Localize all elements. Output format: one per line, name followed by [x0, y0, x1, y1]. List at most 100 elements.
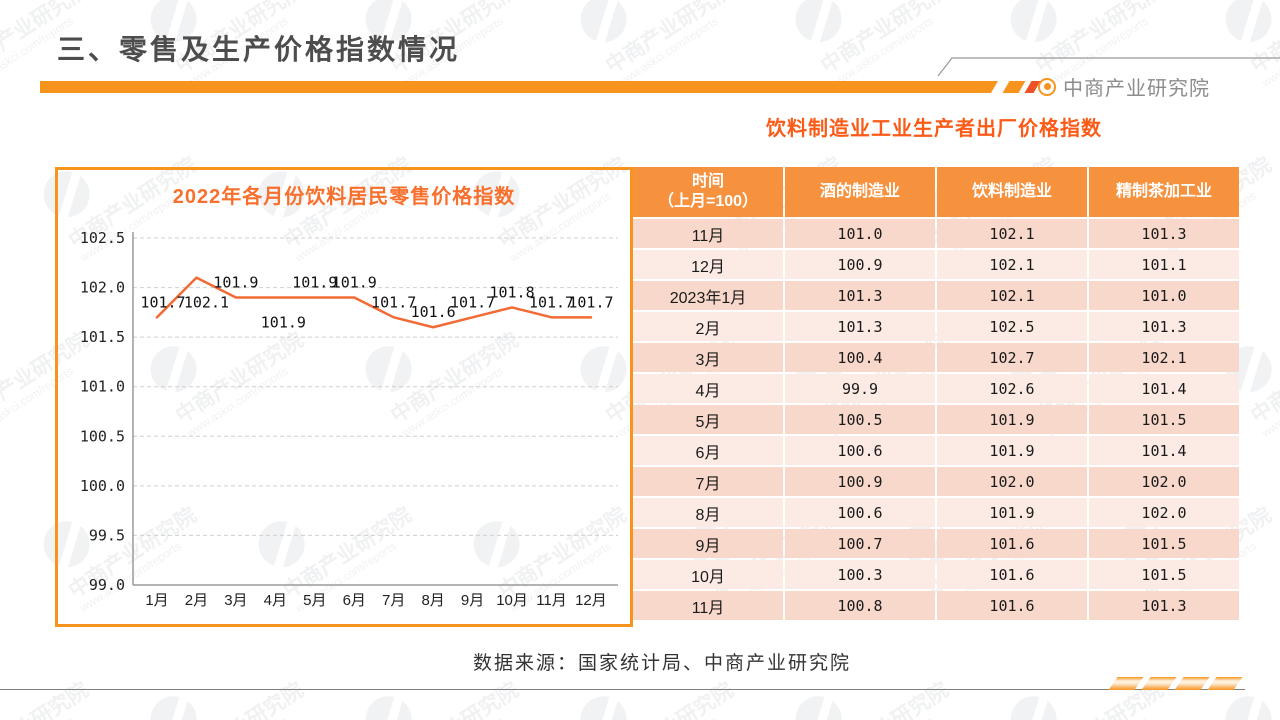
table-value-cell: 101.3 [785, 281, 935, 310]
table-value-cell: 101.5 [1089, 529, 1239, 558]
watermark-text: 中商产业研究院 [1244, 674, 1280, 720]
table-value-cell: 101.3 [785, 312, 935, 341]
table-time-cell: 11月 [633, 219, 783, 248]
target-circle-icon [1038, 77, 1056, 96]
x-axis-tick-label: 4月 [264, 592, 287, 609]
data-source-note: 数据来源：国家统计局、中商产业研究院 [472, 653, 851, 674]
table-time-cell: 6月 [633, 436, 783, 465]
watermark-url: www.askci.com/reports [615, 699, 745, 720]
table-time-cell: 7月 [633, 467, 783, 496]
watermark-logo-icon [1001, 0, 1066, 52]
x-axis-tick-label: 2月 [185, 592, 208, 609]
data-label: 101.9 [261, 313, 306, 331]
table-value-cell: 100.6 [785, 436, 935, 465]
data-label: 101.7 [450, 293, 495, 311]
producer-price-table: 时间 （上月=100） 酒的制造业 饮料制造业 精制茶加工业 11月 101.0 102.1 1… [633, 167, 1239, 620]
table-value-cell: 101.6 [937, 560, 1087, 589]
table-time-cell: 8月 [633, 498, 783, 527]
y-axis-tick-label: 102.0 [80, 279, 125, 297]
data-label: 101.7 [140, 293, 185, 311]
watermark-url: www.askci.com/reports [1045, 699, 1175, 720]
table-value-cell: 101.5 [1089, 405, 1239, 434]
chart-title: 2022年各月份饮料居民零售价格指数 [172, 186, 516, 208]
watermark-url: www.askci.com/reports [0, 699, 100, 720]
table-value-cell: 102.1 [1089, 343, 1239, 372]
table-value-cell: 102.1 [937, 219, 1087, 248]
watermark-logo-icon [786, 0, 851, 52]
watermark-text: 中商产业研究院 [814, 674, 954, 720]
data-label: 101.6 [411, 303, 456, 321]
watermark-logo-icon [141, 687, 206, 720]
table-value-cell: 102.7 [937, 343, 1087, 372]
table-value-cell: 101.6 [937, 591, 1087, 620]
table-value-cell: 101.0 [785, 219, 935, 248]
data-label: 101.9 [332, 273, 377, 291]
data-label: 101.7 [529, 293, 574, 311]
table-value-cell: 102.0 [1089, 498, 1239, 527]
x-axis-tick-label: 11月 [536, 592, 567, 609]
watermark-logo-icon [571, 687, 636, 720]
y-axis-tick-label: 100.0 [80, 477, 125, 495]
data-label: 101.8 [489, 283, 534, 301]
table-value-cell: 101.5 [1089, 560, 1239, 589]
table-value-cell: 100.5 [785, 405, 935, 434]
table-header-cell: 时间 （上月=100） [633, 167, 783, 217]
x-axis-tick-label: 3月 [224, 592, 247, 609]
table-time-cell: 2月 [633, 312, 783, 341]
watermark-text: 中商产业研究院 [599, 674, 739, 720]
table-value-cell: 101.4 [1089, 436, 1239, 465]
table-time-cell: 11月 [633, 591, 783, 620]
table-value-cell: 101.1 [1089, 250, 1239, 279]
retail-price-chart-panel: 102.5 102.0 101.5 101.0 100.5 100.0 99.5 99.0 1月… [55, 167, 633, 627]
watermark-logo-icon [786, 687, 851, 720]
y-axis-tick-label: 99.0 [89, 576, 125, 594]
title-accent-bar [40, 81, 998, 93]
data-label: 101.7 [568, 293, 613, 311]
data-label: 101.9 [213, 273, 258, 291]
watermark-text: 中商产业研究院 [1246, 328, 1280, 428]
y-axis-tick-label: 102.5 [80, 229, 125, 247]
table-header-cell: 酒的制造业 [785, 167, 935, 217]
x-axis-tick-label: 1月 [145, 592, 168, 609]
x-axis-tick-label: 7月 [382, 592, 405, 609]
table-value-cell: 102.6 [937, 374, 1087, 403]
table-time-cell: 5月 [633, 405, 783, 434]
table-time-cell: 12月 [633, 250, 783, 279]
y-axis-tick-label: 101.0 [80, 378, 125, 396]
table-value-cell: 101.0 [1089, 281, 1239, 310]
brand-logo-label: 中商产业研究院 [1063, 78, 1210, 100]
table-value-cell: 101.9 [937, 436, 1087, 465]
table-value-cell: 100.4 [785, 343, 935, 372]
table-time-cell: 2023年1月 [633, 281, 783, 310]
x-axis-tick-label: 8月 [421, 592, 444, 609]
table-value-cell: 102.0 [937, 467, 1087, 496]
table-value-cell: 101.4 [1089, 374, 1239, 403]
data-label: 101.7 [371, 293, 416, 311]
table-value-cell: 99.9 [785, 374, 935, 403]
table-value-cell: 101.6 [937, 529, 1087, 558]
table-header-cell: 精制茶加工业 [1089, 167, 1239, 217]
watermark-text: 中商产业研究院 [384, 674, 524, 720]
table-value-cell: 100.9 [785, 250, 935, 279]
table-value-cell: 101.3 [1089, 219, 1239, 248]
table-time-cell: 4月 [633, 374, 783, 403]
table-header-cell: 饮料制造业 [937, 167, 1087, 217]
footer-rule-line [0, 689, 1245, 690]
brand-logo: 中商产业研究院 [1038, 72, 1210, 101]
table-time-cell: 9月 [633, 529, 783, 558]
table-value-cell: 100.9 [785, 467, 935, 496]
price-index-line [155, 276, 593, 329]
y-axis-tick-label: 99.5 [89, 526, 125, 544]
watermark-url: www.askci.com/reports [1260, 699, 1280, 720]
x-axis-tick-label: 12月 [575, 592, 607, 609]
watermark-logo-icon [1216, 0, 1280, 52]
x-axis-tick-label: 6月 [343, 592, 366, 609]
watermark-text: 中商产业研究院 [169, 674, 309, 720]
page-title: 三、零售及生产价格指数情况 [57, 34, 461, 65]
table-value-cell: 100.8 [785, 591, 935, 620]
